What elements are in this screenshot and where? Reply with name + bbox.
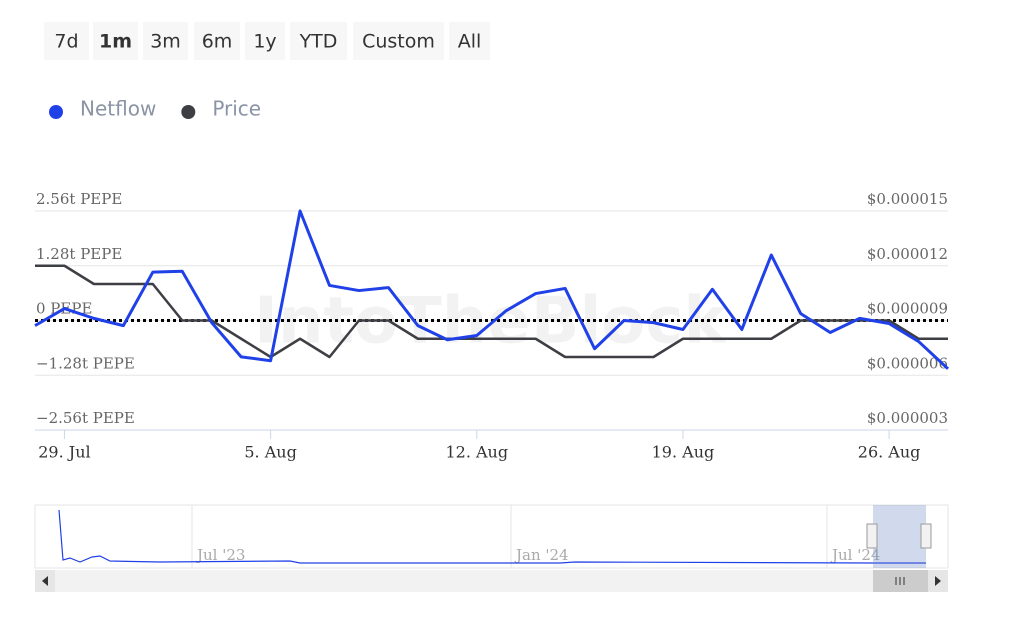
y2-tick-label: $0.000015 [867,190,948,208]
y2-tick-label: $0.000006 [867,354,948,372]
range-button-label: 3m [150,31,181,53]
x-tick-label: 29. Jul [38,443,90,462]
range-button[interactable] [44,22,89,60]
y2-tick-label: $0.000012 [867,245,948,263]
series-line [35,264,948,359]
range-button[interactable] [245,22,285,60]
thumb-grip [895,577,905,585]
range-button[interactable] [290,22,347,60]
navigator-handle[interactable] [920,523,932,549]
navigator-label: Jul '23 [195,546,245,564]
series-line [34,209,950,370]
range-button[interactable] [93,22,138,60]
navigator-handle[interactable] [866,523,878,549]
x-tick-label: 12. Aug [445,443,508,462]
range-button[interactable] [194,22,240,60]
range-button[interactable] [143,22,188,60]
navigator-selection[interactable] [873,505,926,568]
scrollbar-track[interactable] [35,570,948,592]
y2-tick-label: $0.000009 [867,300,948,318]
legend-marker [49,105,63,119]
x-tick-label: 5. Aug [244,443,296,462]
navigator-frame [34,504,949,569]
range-button-label: All [458,31,482,53]
range-button-label: 1y [253,31,276,53]
navigator-label: Jan '24 [514,546,569,564]
range-button-label: 1m [99,31,132,53]
arrow-right [935,576,941,586]
range-button-label: Custom [362,31,435,53]
arrow-left [42,576,48,586]
range-button[interactable] [449,22,490,60]
y-tick-label: 1.28t PEPE [36,245,122,263]
y2-tick-label: $0.000003 [867,409,948,427]
navigator-series [58,509,926,564]
navigator-label: Jul '24 [830,546,880,564]
y-tick-label: −2.56t PEPE [36,409,135,427]
range-button-label: 6m [202,31,233,53]
y-tick-label: 2.56t PEPE [36,190,122,208]
y-tick-label: −1.28t PEPE [36,354,135,372]
x-tick-label: 26. Aug [858,443,921,462]
legend-label: Netflow [80,97,156,121]
legend-marker [181,105,196,119]
x-tick-label: 19. Aug [652,443,715,462]
range-button-label: 7d [54,31,78,53]
legend-label: Price [212,97,261,121]
range-button-label: YTD [299,31,338,53]
range-button[interactable] [353,22,444,60]
